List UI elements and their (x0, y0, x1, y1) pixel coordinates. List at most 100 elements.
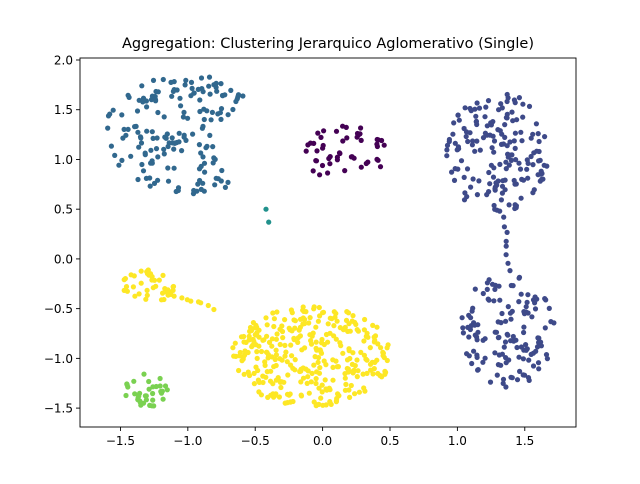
scatter-point (468, 184, 474, 190)
y-tick-label: −1.5 (44, 402, 73, 416)
scatter-point (473, 113, 479, 119)
scatter-point (150, 135, 156, 141)
x-tick-label: 0.5 (380, 434, 399, 448)
scatter-point (354, 357, 360, 363)
scatter-point (540, 176, 546, 182)
scatter-point (503, 318, 509, 324)
scatter-point (487, 181, 493, 187)
scatter-point (149, 129, 155, 135)
scatter-point (333, 358, 339, 364)
scatter-point (491, 202, 497, 209)
scatter-point (302, 320, 308, 327)
scatter-point (370, 322, 376, 328)
scatter-point (508, 157, 514, 163)
scatter-point (271, 316, 277, 322)
scatter-point (277, 341, 283, 348)
scatter-point (138, 280, 144, 286)
scatter-point (467, 326, 473, 333)
scatter-point (270, 310, 276, 316)
scatter-point (488, 162, 494, 168)
scatter-point (350, 313, 356, 319)
scatter-point (183, 137, 189, 143)
scatter-point (218, 81, 224, 87)
scatter-point (374, 324, 380, 330)
scatter-point (329, 316, 335, 322)
scatter-point (285, 372, 291, 378)
scatter-point (159, 388, 165, 394)
scatter-point (525, 175, 531, 181)
scatter-point (306, 390, 312, 396)
scatter-point (261, 337, 267, 343)
scatter-point (205, 302, 211, 309)
scatter-point (210, 144, 216, 150)
scatter-point (155, 109, 161, 116)
scatter-point (112, 152, 118, 158)
scatter-point (334, 318, 340, 324)
scatter-point (472, 286, 478, 292)
scatter-point (542, 134, 548, 140)
scatter-point (342, 324, 348, 330)
scatter-point (524, 166, 530, 172)
scatter-point (146, 378, 152, 385)
scatter-point (333, 128, 340, 134)
scatter-point (125, 126, 131, 132)
scatter-point (254, 349, 260, 355)
scatter-point (490, 133, 496, 139)
scatter-point (314, 402, 320, 408)
scatter-point (520, 372, 526, 378)
scatter-point (444, 142, 451, 148)
scatter-point (530, 131, 536, 137)
scatter-point (305, 142, 311, 148)
scatter-point (324, 387, 330, 393)
scatter-point (525, 292, 531, 298)
scatter-point (477, 147, 483, 153)
scatter-point (171, 165, 177, 171)
scatter-point (124, 381, 130, 387)
scatter-point (132, 124, 138, 130)
scatter-point (497, 297, 503, 303)
scatter-point (271, 323, 277, 330)
scatter-point (505, 304, 511, 310)
scatter-point (503, 243, 509, 249)
scatter-point (381, 142, 387, 148)
scatter-point (492, 329, 498, 335)
scatter-point (149, 93, 155, 99)
scatter-point (271, 364, 277, 370)
scatter-point (163, 135, 169, 141)
scatter-point (258, 348, 265, 355)
scatter-point (232, 340, 238, 346)
scatter-point (228, 87, 234, 93)
scatter-point (511, 97, 517, 103)
scatter-point (136, 291, 142, 297)
scatter-point (484, 286, 490, 292)
scatter-point (264, 322, 270, 328)
scatter-point (306, 320, 312, 326)
scatter-point (506, 202, 512, 208)
scatter-point (179, 148, 185, 154)
scatter-point (334, 157, 340, 163)
chart-title: Aggregation: Clustering Jerarquico Aglom… (122, 36, 534, 52)
scatter-point (322, 377, 328, 383)
scatter-point (292, 357, 298, 363)
scatter-point (356, 389, 362, 395)
scatter-point (152, 97, 159, 103)
scatter-point (309, 370, 315, 376)
scatter-point (298, 393, 305, 399)
scatter-point (319, 382, 325, 388)
scatter-point (475, 367, 481, 373)
x-tick-label: 1.5 (515, 434, 534, 448)
scatter-point (455, 112, 461, 118)
scatter-point (147, 175, 153, 181)
scatter-point (333, 398, 340, 404)
scatter-point (263, 374, 269, 380)
scatter-point (375, 341, 381, 347)
scatter-point (189, 85, 195, 91)
scatter-point (172, 140, 178, 146)
scatter-point (533, 121, 540, 127)
scatter-point (107, 111, 113, 117)
scatter-point (503, 360, 509, 366)
scatter-point (343, 124, 349, 130)
scatter-point (137, 399, 143, 405)
scatter-point (503, 384, 509, 390)
